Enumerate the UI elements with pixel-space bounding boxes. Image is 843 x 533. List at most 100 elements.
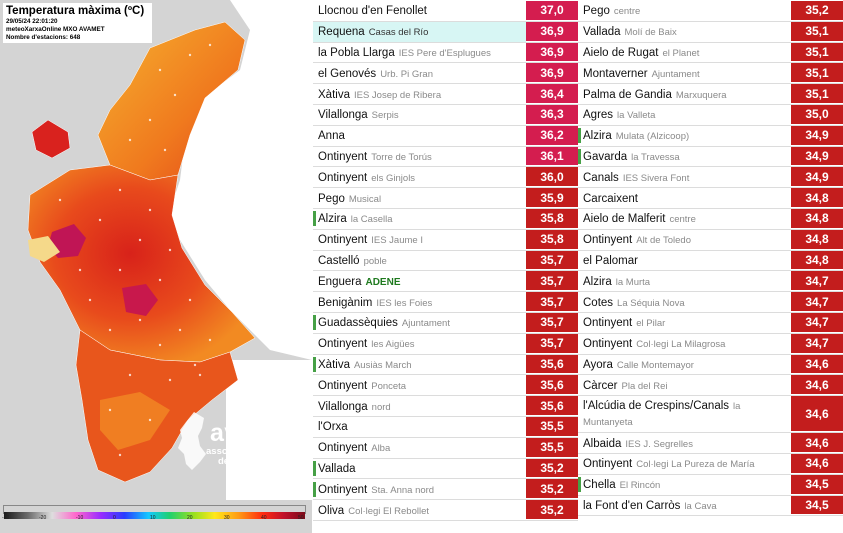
station-row[interactable]: Ontinyent Ponceta 35,6 (313, 375, 578, 397)
station-row[interactable]: Guadassèquies Ajuntament 35,7 (313, 312, 578, 334)
station-row[interactable]: Llocnou d'en Fenollet 37,0 (313, 1, 578, 22)
station-row[interactable]: Alzira la Murta 34,7 (578, 271, 843, 293)
region-alacant-interior (100, 392, 170, 450)
station-row[interactable]: Gavarda la Travessa 34,9 (578, 146, 843, 168)
temperature-value: 34,6 (791, 354, 843, 375)
station-row[interactable]: Carcaixent 34,8 (578, 188, 843, 209)
temperature-value: 35,7 (526, 271, 578, 292)
station-row[interactable]: Chella El Rincón 34,5 (578, 474, 843, 496)
station-label: Agres la Valleta (578, 107, 791, 122)
station-row[interactable]: Alzira Mulata (Alzicoop) 34,9 (578, 125, 843, 147)
station-row[interactable]: Ontinyent Torre de Torús 36,1 (313, 146, 578, 168)
station-name: Alzira (318, 213, 347, 226)
station-name: Vallada (583, 26, 621, 39)
station-row[interactable]: Palma de Gandia Marxuquera 35,1 (578, 84, 843, 105)
station-label: Alzira la Murta (578, 274, 791, 289)
station-row[interactable]: Agres la Valleta 35,0 (578, 104, 843, 126)
station-name: Oliva (318, 504, 345, 517)
station-row[interactable]: Ontinyent Sta. Anna nord 35,2 (313, 479, 578, 501)
station-row[interactable]: Canals IES Sivera Font 34,9 (578, 167, 843, 189)
station-label: Anna (313, 128, 526, 143)
station-location: Urb. Pi Gran (380, 68, 433, 80)
station-row[interactable]: Enguera ADENE 35,7 (313, 271, 578, 293)
station-row[interactable]: Alzira la Casella 35,8 (313, 208, 578, 230)
station-location: la Cava (684, 500, 717, 512)
station-label: el Palomar (578, 253, 791, 268)
station-row[interactable]: la Font d'en Carròs la Cava 34,5 (578, 495, 843, 517)
temperature-value: 34,9 (791, 146, 843, 167)
station-row[interactable]: Oliva Col·legi El Rebollet 35,2 (313, 500, 578, 521)
station-name: Càrcer (583, 379, 618, 392)
station-row[interactable]: Albaida IES J. Segrelles 34,6 (578, 433, 843, 454)
station-row[interactable]: Castelló poble 35,7 (313, 250, 578, 272)
station-row[interactable]: Ontinyent el Pilar 34,7 (578, 312, 843, 334)
station-row[interactable]: Vallada Molí de Baix 35,1 (578, 21, 843, 43)
station-row[interactable]: Xàtiva Ausiàs March 35,6 (313, 354, 578, 376)
temperature-value: 35,2 (791, 1, 843, 21)
station-row[interactable]: l'Orxa 35,5 (313, 416, 578, 438)
station-name: Ontinyent (583, 458, 633, 471)
station-name: Aielo de Malferit (583, 213, 666, 226)
station-location: la Murta (615, 276, 651, 288)
station-label: Ontinyent Col·legi La Pureza de María (578, 456, 791, 471)
station-label: Vallada (313, 460, 526, 476)
colorbar-gradient (4, 512, 305, 519)
temperature-value: 35,5 (526, 416, 578, 437)
station-row[interactable]: Xàtiva IES Josep de Ribera 36,4 (313, 84, 578, 105)
ranking-column-left: Llocnou d'en Fenollet 37,0 Requena Casas de… (313, 1, 578, 521)
station-row[interactable]: Vilallonga nord 35,6 (313, 396, 578, 417)
station-location: Mulata (Alzicoop) (615, 131, 690, 143)
station-row[interactable]: Ayora Calle Montemayor 34,6 (578, 354, 843, 376)
station-label: Cotes La Séquia Nova (578, 295, 791, 310)
station-row[interactable]: Vilallonga Serpis 36,3 (313, 104, 578, 126)
station-label: Ontinyent Sta. Anna nord (313, 481, 526, 497)
temperature-value: 34,9 (791, 125, 843, 146)
station-row[interactable]: el Palomar 34,8 (578, 250, 843, 272)
temperature-value: 35,1 (791, 42, 843, 63)
station-row[interactable]: Vallada 35,2 (313, 458, 578, 480)
station-row[interactable]: Requena Casas del Río 36,9 (313, 21, 578, 43)
temperature-value: 35,8 (526, 208, 578, 229)
station-name: Albaida (583, 437, 622, 450)
station-row[interactable]: Anna 36,2 (313, 125, 578, 147)
colorbar-tick-label: 40 (261, 515, 267, 521)
station-location: centre (613, 6, 641, 18)
station-row[interactable]: Càrcer Pla del Rei 34,6 (578, 375, 843, 397)
station-row[interactable]: Aielo de Rugat el Planet 35,1 (578, 42, 843, 64)
station-name: Requena (318, 26, 365, 39)
temperature-value: 35,0 (791, 104, 843, 125)
station-row[interactable]: Ontinyent Alba 35,5 (313, 437, 578, 459)
station-row[interactable]: Ontinyent Col·legi La Milagrosa 34,7 (578, 333, 843, 355)
station-name: Pego (583, 5, 610, 18)
station-name: Cotes (583, 296, 614, 309)
station-row[interactable]: Ontinyent Col·legi La Pureza de María 34,6 (578, 453, 843, 475)
station-label: Ontinyent Ponceta (313, 378, 526, 393)
station-name: Benigànim (318, 296, 373, 309)
station-label: Ontinyent IES Jaume I (313, 232, 526, 247)
station-row[interactable]: Montaverner Ajuntament 35,1 (578, 63, 843, 85)
station-row[interactable]: la Pobla Llarga IES Pere d'Esplugues 36,9 (313, 42, 578, 64)
station-location: les Aigües (371, 339, 415, 351)
peak-area-xativa (122, 284, 158, 316)
station-row[interactable]: Ontinyent Alt de Toledo 34,8 (578, 229, 843, 251)
station-row[interactable]: Ontinyent els Ginjols 36,0 (313, 167, 578, 189)
station-row[interactable]: l'Alcúdia de Crespins/Canals la Muntanyet… (578, 396, 843, 434)
station-row[interactable]: Pego Musical 35,9 (313, 188, 578, 209)
station-name: Ontinyent (318, 483, 368, 496)
station-location: Col·legi La Pureza de María (636, 459, 755, 471)
station-row[interactable]: Pego centre 35,2 (578, 1, 843, 22)
station-location: Ajuntament (401, 318, 450, 330)
station-name: Carcaixent (583, 192, 638, 205)
station-row[interactable]: Ontinyent IES Jaume I 35,8 (313, 229, 578, 251)
temperature-value: 36,9 (526, 21, 578, 42)
station-location: IES les Foies (376, 297, 433, 309)
station-row[interactable]: Ontinyent les Aigües 35,7 (313, 333, 578, 355)
station-name: Pego (318, 192, 345, 205)
station-row[interactable]: el Genovés Urb. Pi Gran 36,9 (313, 63, 578, 85)
temperature-value: 35,7 (526, 250, 578, 271)
station-row[interactable]: Cotes La Séquia Nova 34,7 (578, 292, 843, 313)
station-location: Alt de Toledo (636, 235, 691, 247)
station-row[interactable]: Aielo de Malferit centre 34,8 (578, 208, 843, 230)
station-row[interactable]: Benigànim IES les Foies 35,7 (313, 292, 578, 313)
station-label: Vilallonga nord (313, 399, 526, 414)
